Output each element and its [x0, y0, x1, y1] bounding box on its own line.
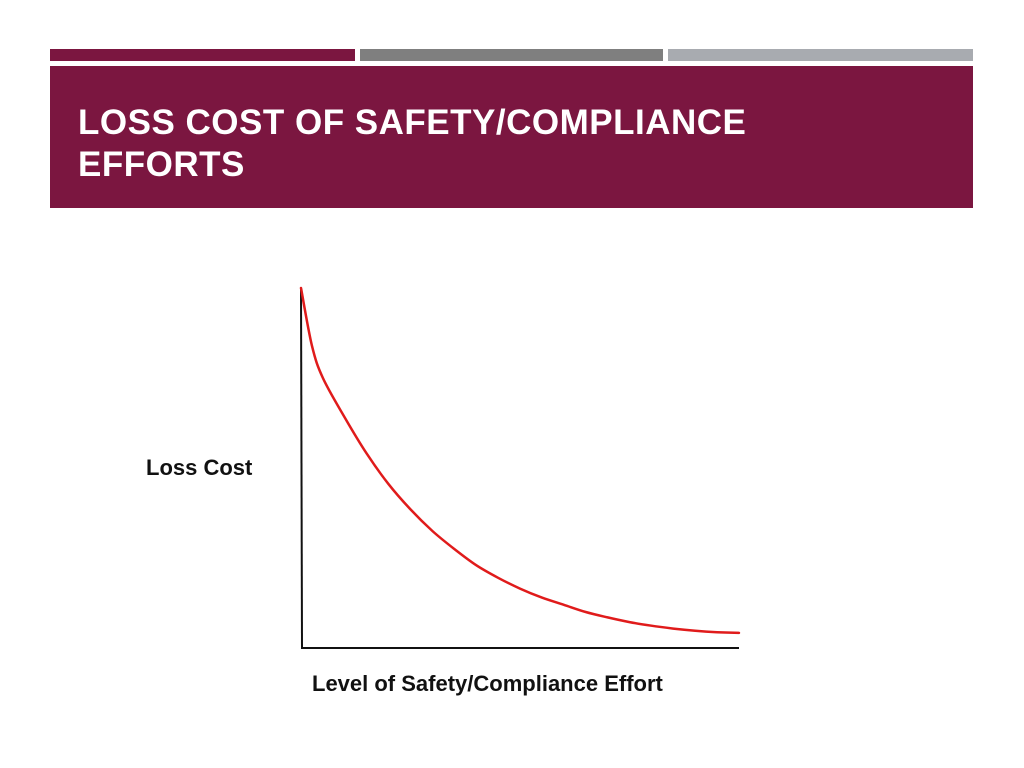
accent-bar-maroon: [50, 49, 355, 61]
y-axis-label: Loss Cost: [146, 455, 253, 480]
accent-bar-light-gray: [668, 49, 973, 61]
loss-cost-curve: [299, 286, 741, 635]
accent-bar-dark-gray: [360, 49, 663, 61]
x-axis-label: Level of Safety/Compliance Effort: [312, 671, 663, 696]
slide-title: LOSS COST OF SAFETY/COMPLIANCE EFFORTS: [78, 103, 747, 184]
title-banner: LOSS COST OF SAFETY/COMPLIANCE EFFORTS: [50, 66, 973, 208]
y-axis-line: [300, 287, 303, 649]
